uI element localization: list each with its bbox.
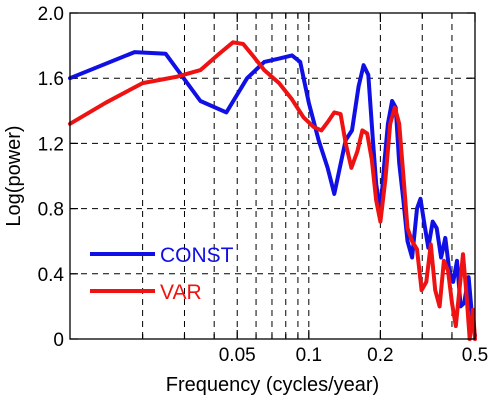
y-tick-label: 0.8 [38,200,64,221]
x-axis-title: Frequency (cycles/year) [166,374,379,396]
legend-label-const: CONST [160,244,234,267]
x-tick-label: 0.1 [296,345,322,366]
y-tick-label: 1.2 [38,134,64,155]
data-series [68,40,477,341]
legend: CONST VAR [90,244,234,304]
legend-label-var: VAR [160,281,202,304]
plot-frame [69,12,476,340]
series-line-const [68,50,477,338]
y-tick-label: 0 [53,330,64,351]
y-tick-label: 1.6 [38,69,64,90]
series-line-var [68,40,477,341]
x-tick-label: 0.2 [367,345,393,366]
y-tick-label: 0.4 [38,265,65,286]
x-tick-label: 0.05 [219,345,256,366]
tick-labels: 0 0.4 0.8 1.2 1.6 2.0 0.05 0.1 0.2 0.5 [38,4,489,366]
y-tick-label: 2.0 [38,4,64,25]
y-axis-title: Log(power) [3,125,25,226]
x-tick-label: 0.5 [462,345,488,366]
